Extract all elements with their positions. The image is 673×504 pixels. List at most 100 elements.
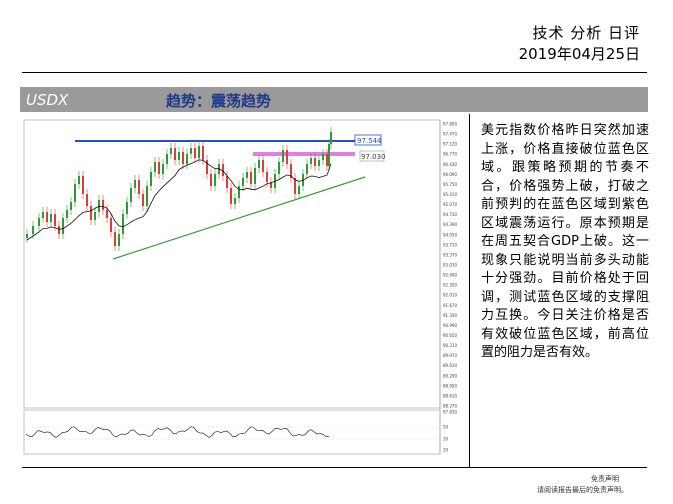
- symbol-band: USDX 趋势：震荡趋势: [20, 87, 648, 112]
- candle-body: [298, 186, 300, 194]
- candle-body: [330, 132, 332, 144]
- candle-body: [170, 148, 172, 154]
- axis-tick-label: 90.990: [443, 323, 457, 328]
- axis-tick-label: 96.430: [443, 162, 457, 167]
- candle-body: [278, 162, 280, 174]
- axis-tick-label: 94.730: [443, 212, 457, 217]
- disclaimer-note: 请阅读报告最后的免责声明。: [537, 486, 628, 494]
- candle-body: [102, 200, 104, 210]
- candle-body: [66, 210, 68, 218]
- candle-body: [166, 154, 168, 164]
- candle-body: [174, 148, 176, 160]
- axis-tick-label: 97.470: [443, 132, 457, 137]
- candle-body: [270, 182, 272, 188]
- commentary-text: 美元指数价格昨日突然加速上涨，价格直接破位蓝色区域。跟策略预期的节奏不合，价格强…: [481, 123, 649, 360]
- candle-body: [138, 180, 140, 194]
- osc-tick-label: 97.830: [443, 410, 457, 415]
- candle-body: [154, 162, 156, 172]
- candle-body: [178, 152, 180, 160]
- candle-body: [122, 214, 124, 234]
- axis-tick-label: 89.290: [443, 373, 457, 378]
- candle-body: [62, 218, 64, 234]
- bottom-divider: [22, 467, 647, 468]
- candle-body: [86, 194, 88, 206]
- chart-svg: 97.800 97.470 97.120 96.770 96.430 96.090 95.7…: [23, 119, 457, 455]
- axis-tick-label: 88.950: [443, 383, 457, 388]
- magenta-zone: [253, 152, 355, 156]
- axis-tick-label: 94.390: [443, 222, 457, 227]
- candle-body: [32, 226, 34, 234]
- report-title: 技术 分析 日评: [532, 24, 640, 42]
- candle-body: [258, 160, 260, 168]
- candle-body: [142, 194, 144, 206]
- candle-body: [230, 188, 232, 204]
- report-date: 2019年04月25日: [518, 45, 640, 63]
- trend-label: 趋势：震荡趋势: [166, 92, 272, 110]
- candle-body: [94, 212, 96, 220]
- oscillator-line: [25, 426, 330, 438]
- price-chart: 97.800 97.470 97.120 96.770 96.430 96.090 95.7…: [20, 114, 468, 464]
- candle-body: [286, 150, 288, 164]
- candle-body: [82, 176, 84, 194]
- axis-tick-label: 89.630: [443, 363, 457, 368]
- candle-body: [50, 214, 52, 222]
- candle-body: [326, 154, 328, 166]
- candle-body: [126, 202, 128, 214]
- candle-body: [202, 146, 204, 160]
- moving-average-line: [26, 159, 332, 241]
- candle-body: [328, 144, 330, 166]
- candle-body: [190, 148, 192, 154]
- candle-body: [182, 152, 184, 164]
- candle-body: [198, 146, 200, 158]
- candle-body: [290, 164, 292, 178]
- axis-tick-label: 96.770: [443, 152, 457, 157]
- magenta-level-box: [359, 150, 385, 162]
- axis-tick-label: 95.750: [443, 182, 457, 187]
- symbol-label: USDX: [26, 91, 69, 109]
- candle-body: [238, 186, 240, 198]
- candle-body: [294, 178, 296, 194]
- axis-tick-label: 95.410: [443, 192, 457, 197]
- axis-tick-label: 93.370: [443, 252, 457, 257]
- candle-body: [114, 232, 116, 246]
- candle-body: [158, 162, 160, 174]
- candle-body: [222, 164, 224, 176]
- candle-body: [26, 234, 28, 238]
- candle-body: [194, 148, 196, 158]
- blue-level-label: 97.544: [357, 137, 382, 145]
- candle-body: [234, 198, 236, 204]
- candle-body: [214, 174, 216, 186]
- candle-body: [254, 168, 256, 184]
- candle-body: [246, 172, 248, 178]
- candle-body: [90, 206, 92, 220]
- candle-body: [186, 154, 188, 164]
- axis-tick-label: 93.030: [443, 263, 457, 268]
- candle-body: [110, 218, 112, 232]
- candle-body: [266, 172, 268, 182]
- candle-body: [42, 212, 44, 218]
- candle-body: [78, 176, 80, 184]
- candle-body: [146, 186, 148, 206]
- osc-tick-label: 50: [443, 425, 449, 430]
- candle-body: [70, 202, 72, 210]
- candle-body: [74, 184, 76, 202]
- disclaimer-title: 免责声明: [591, 475, 619, 483]
- candle-body: [282, 150, 284, 162]
- axis-tick-label: 89.970: [443, 353, 457, 358]
- axis-tick-label: 88.610: [443, 393, 457, 398]
- candle-body: [262, 160, 264, 172]
- top-divider: [22, 72, 647, 73]
- axis-tick-label: 97.800: [443, 122, 457, 127]
- axis-tick-label: 96.090: [443, 172, 457, 177]
- blue-level-box: [354, 134, 382, 146]
- magenta-level-label: 97.030: [361, 153, 386, 161]
- candle-body: [250, 172, 252, 184]
- axis-tick-label: 91.330: [443, 313, 457, 318]
- candle-body: [38, 218, 40, 226]
- candle-body: [162, 164, 164, 174]
- candle-body: [150, 172, 152, 186]
- candle-body: [314, 158, 316, 166]
- candles: [26, 127, 332, 251]
- candle-body: [310, 158, 312, 164]
- candle-body: [118, 234, 120, 246]
